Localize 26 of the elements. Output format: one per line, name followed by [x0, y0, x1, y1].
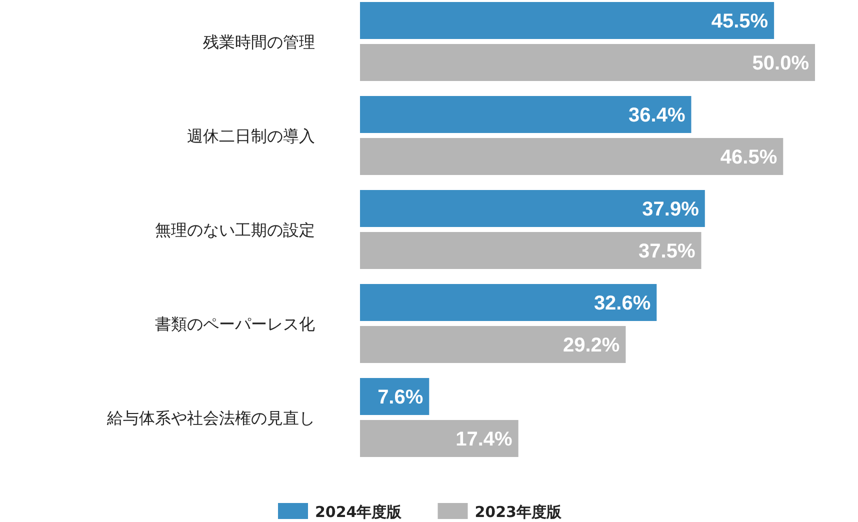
- y-tick-label: 無理のない工期の設定: [155, 220, 315, 240]
- data-label: 45.5%: [711, 10, 768, 32]
- bar: [360, 284, 657, 321]
- bar: [360, 2, 774, 39]
- legend-label: 2024年度版: [315, 503, 403, 521]
- legend-label: 2023年度版: [474, 503, 562, 521]
- y-tick-label: 残業時間の管理: [203, 32, 315, 52]
- y-tick-label: 書類のペーパーレス化: [155, 314, 315, 334]
- data-label: 32.6%: [594, 292, 651, 314]
- y-tick-label: 週休二日制の導入: [187, 126, 315, 146]
- bar: [360, 326, 626, 363]
- bar: [360, 138, 784, 175]
- data-label: 36.4%: [628, 104, 686, 126]
- bar: [360, 96, 692, 133]
- y-tick-label: 給与体系や社会法権の見直し: [106, 408, 315, 428]
- data-label: 17.4%: [456, 428, 513, 450]
- bar: [360, 190, 705, 227]
- bar: [360, 420, 518, 457]
- data-label: 46.5%: [720, 146, 778, 168]
- data-label: 50.0%: [752, 52, 810, 74]
- bar: [360, 44, 815, 81]
- data-label: 29.2%: [563, 334, 620, 356]
- data-label: 37.9%: [642, 198, 700, 220]
- data-label: 37.5%: [638, 240, 696, 262]
- bar: [360, 232, 702, 269]
- data-label: 7.6%: [378, 386, 424, 408]
